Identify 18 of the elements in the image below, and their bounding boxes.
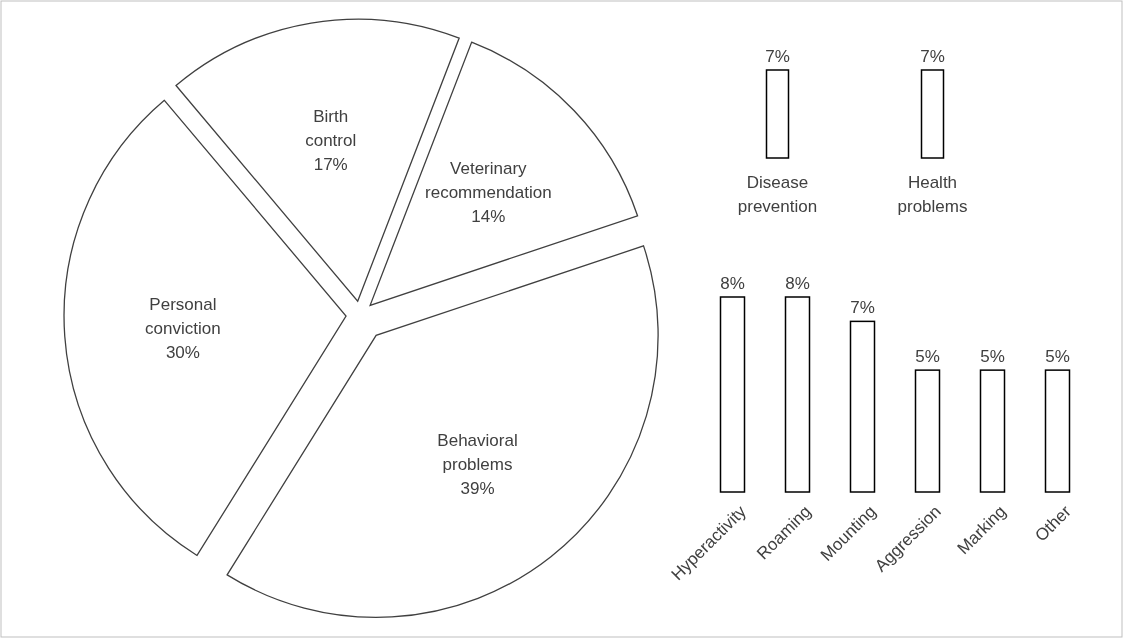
data-label: 8% xyxy=(720,274,745,293)
data-label: 17% xyxy=(313,154,348,174)
data-label: 5% xyxy=(915,347,940,367)
slice-label: Personal conviction xyxy=(145,294,221,338)
data-label: 39% xyxy=(460,478,495,498)
x-tick-label: Health problems xyxy=(897,173,968,216)
x-tick-label: Disease prevention xyxy=(737,173,818,216)
data-label: 30% xyxy=(165,342,200,362)
slice-label: Behavioral problems xyxy=(437,430,518,474)
data-label: 8% xyxy=(785,274,810,293)
data-label: 7% xyxy=(765,47,790,66)
data-label: 5% xyxy=(980,347,1005,367)
data-label: 7% xyxy=(920,47,945,66)
data-label: 7% xyxy=(850,298,875,318)
data-label: 14% xyxy=(471,207,506,227)
data-label: 5% xyxy=(1045,347,1070,367)
slice-label: Birth control xyxy=(305,106,357,150)
slice-label: Veterinary recommendation xyxy=(425,159,552,203)
